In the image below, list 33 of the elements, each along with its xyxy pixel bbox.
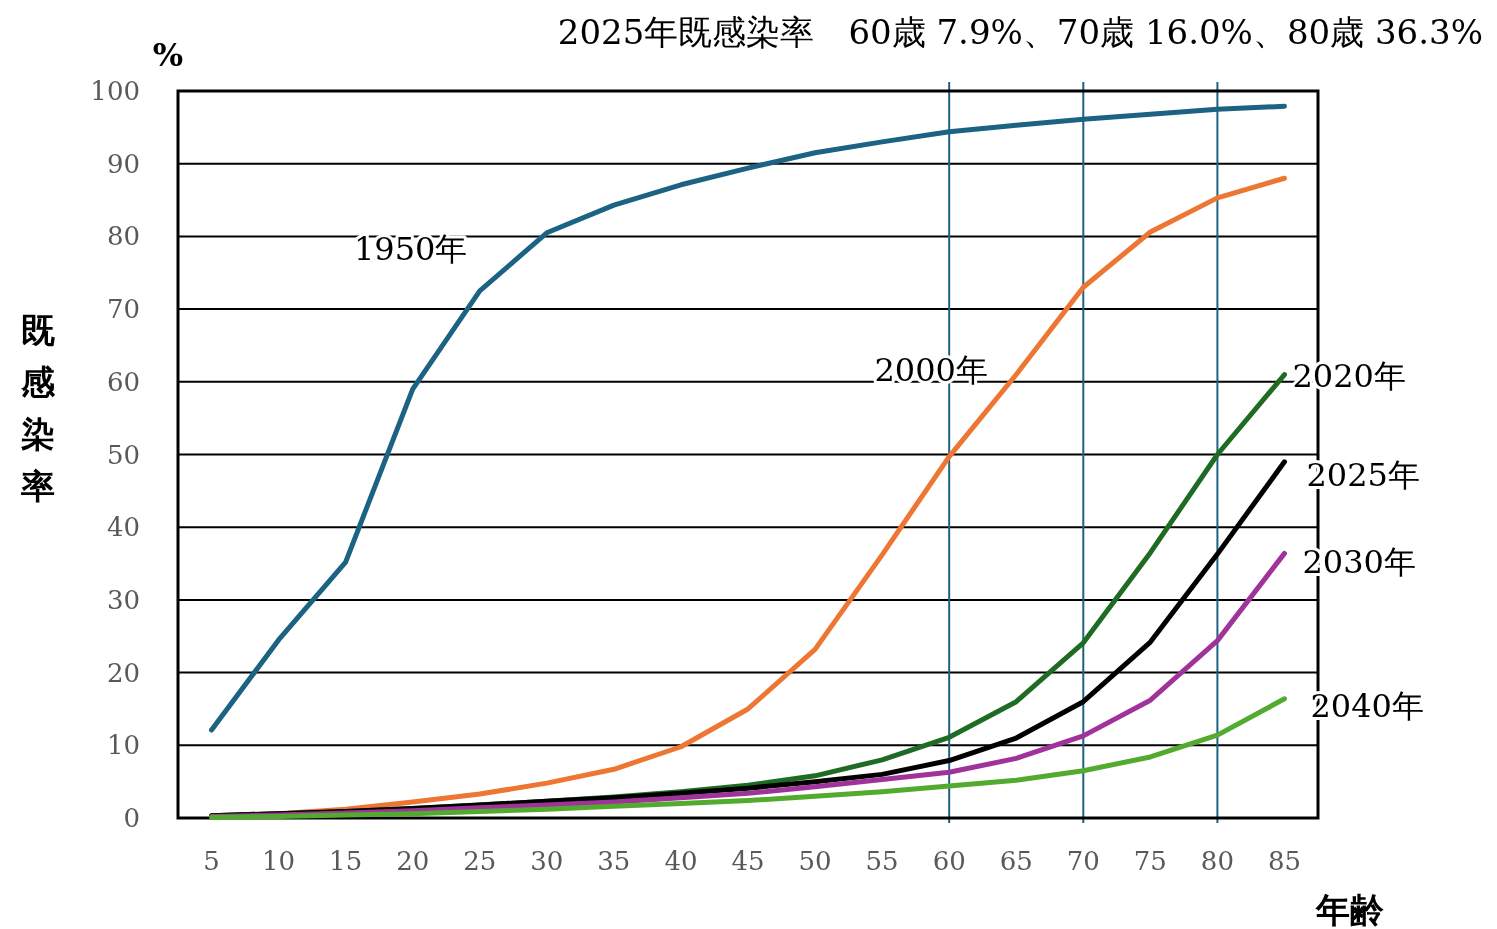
x-tick-label: 20 (396, 846, 430, 876)
x-tick-label: 40 (664, 846, 698, 876)
series-label: 1950年 (353, 230, 468, 269)
y-tick-label: 100 (90, 76, 140, 106)
y-tick-label: 30 (106, 584, 140, 615)
y-tick-label: 0 (123, 803, 140, 833)
x-tick-label: 60 (932, 846, 966, 876)
x-tick-label: 65 (999, 846, 1033, 876)
y-tick-label: 40 (106, 512, 140, 543)
x-tick-label: 5 (203, 846, 220, 876)
x-tick-label: 35 (597, 846, 631, 876)
x-tick-label: 30 (530, 846, 564, 876)
x-tick-label: 85 (1267, 846, 1302, 876)
y-tick-label: 20 (106, 657, 140, 688)
x-tick-label: 10 (262, 846, 296, 876)
x-tick-label: 50 (798, 846, 832, 876)
x-tick-label: 45 (731, 846, 765, 876)
y-axis-title: 既感染率 (20, 310, 56, 506)
x-tick-label: 80 (1200, 846, 1234, 876)
x-tick-label: 75 (1133, 846, 1167, 876)
y-tick-label: 60 (106, 366, 140, 397)
x-axis-title: 年齢 (1315, 890, 1384, 929)
text: % (152, 36, 184, 74)
y-tick-label: 80 (106, 221, 140, 252)
x-tick-label: 25 (463, 846, 497, 876)
y-tick-label: 90 (106, 148, 140, 179)
x-tick-label: 15 (329, 846, 363, 876)
y-tick-label: 10 (106, 730, 140, 761)
y-tick-label: 70 (106, 294, 140, 325)
x-tick-label: 55 (865, 846, 899, 876)
y-tick-label: 50 (106, 439, 140, 470)
chart-title: 2025年既感染率 60歳 7.9%、70歳 16.0%、80歳 36.3% (557, 12, 1483, 52)
x-tick-label: 70 (1066, 846, 1100, 876)
